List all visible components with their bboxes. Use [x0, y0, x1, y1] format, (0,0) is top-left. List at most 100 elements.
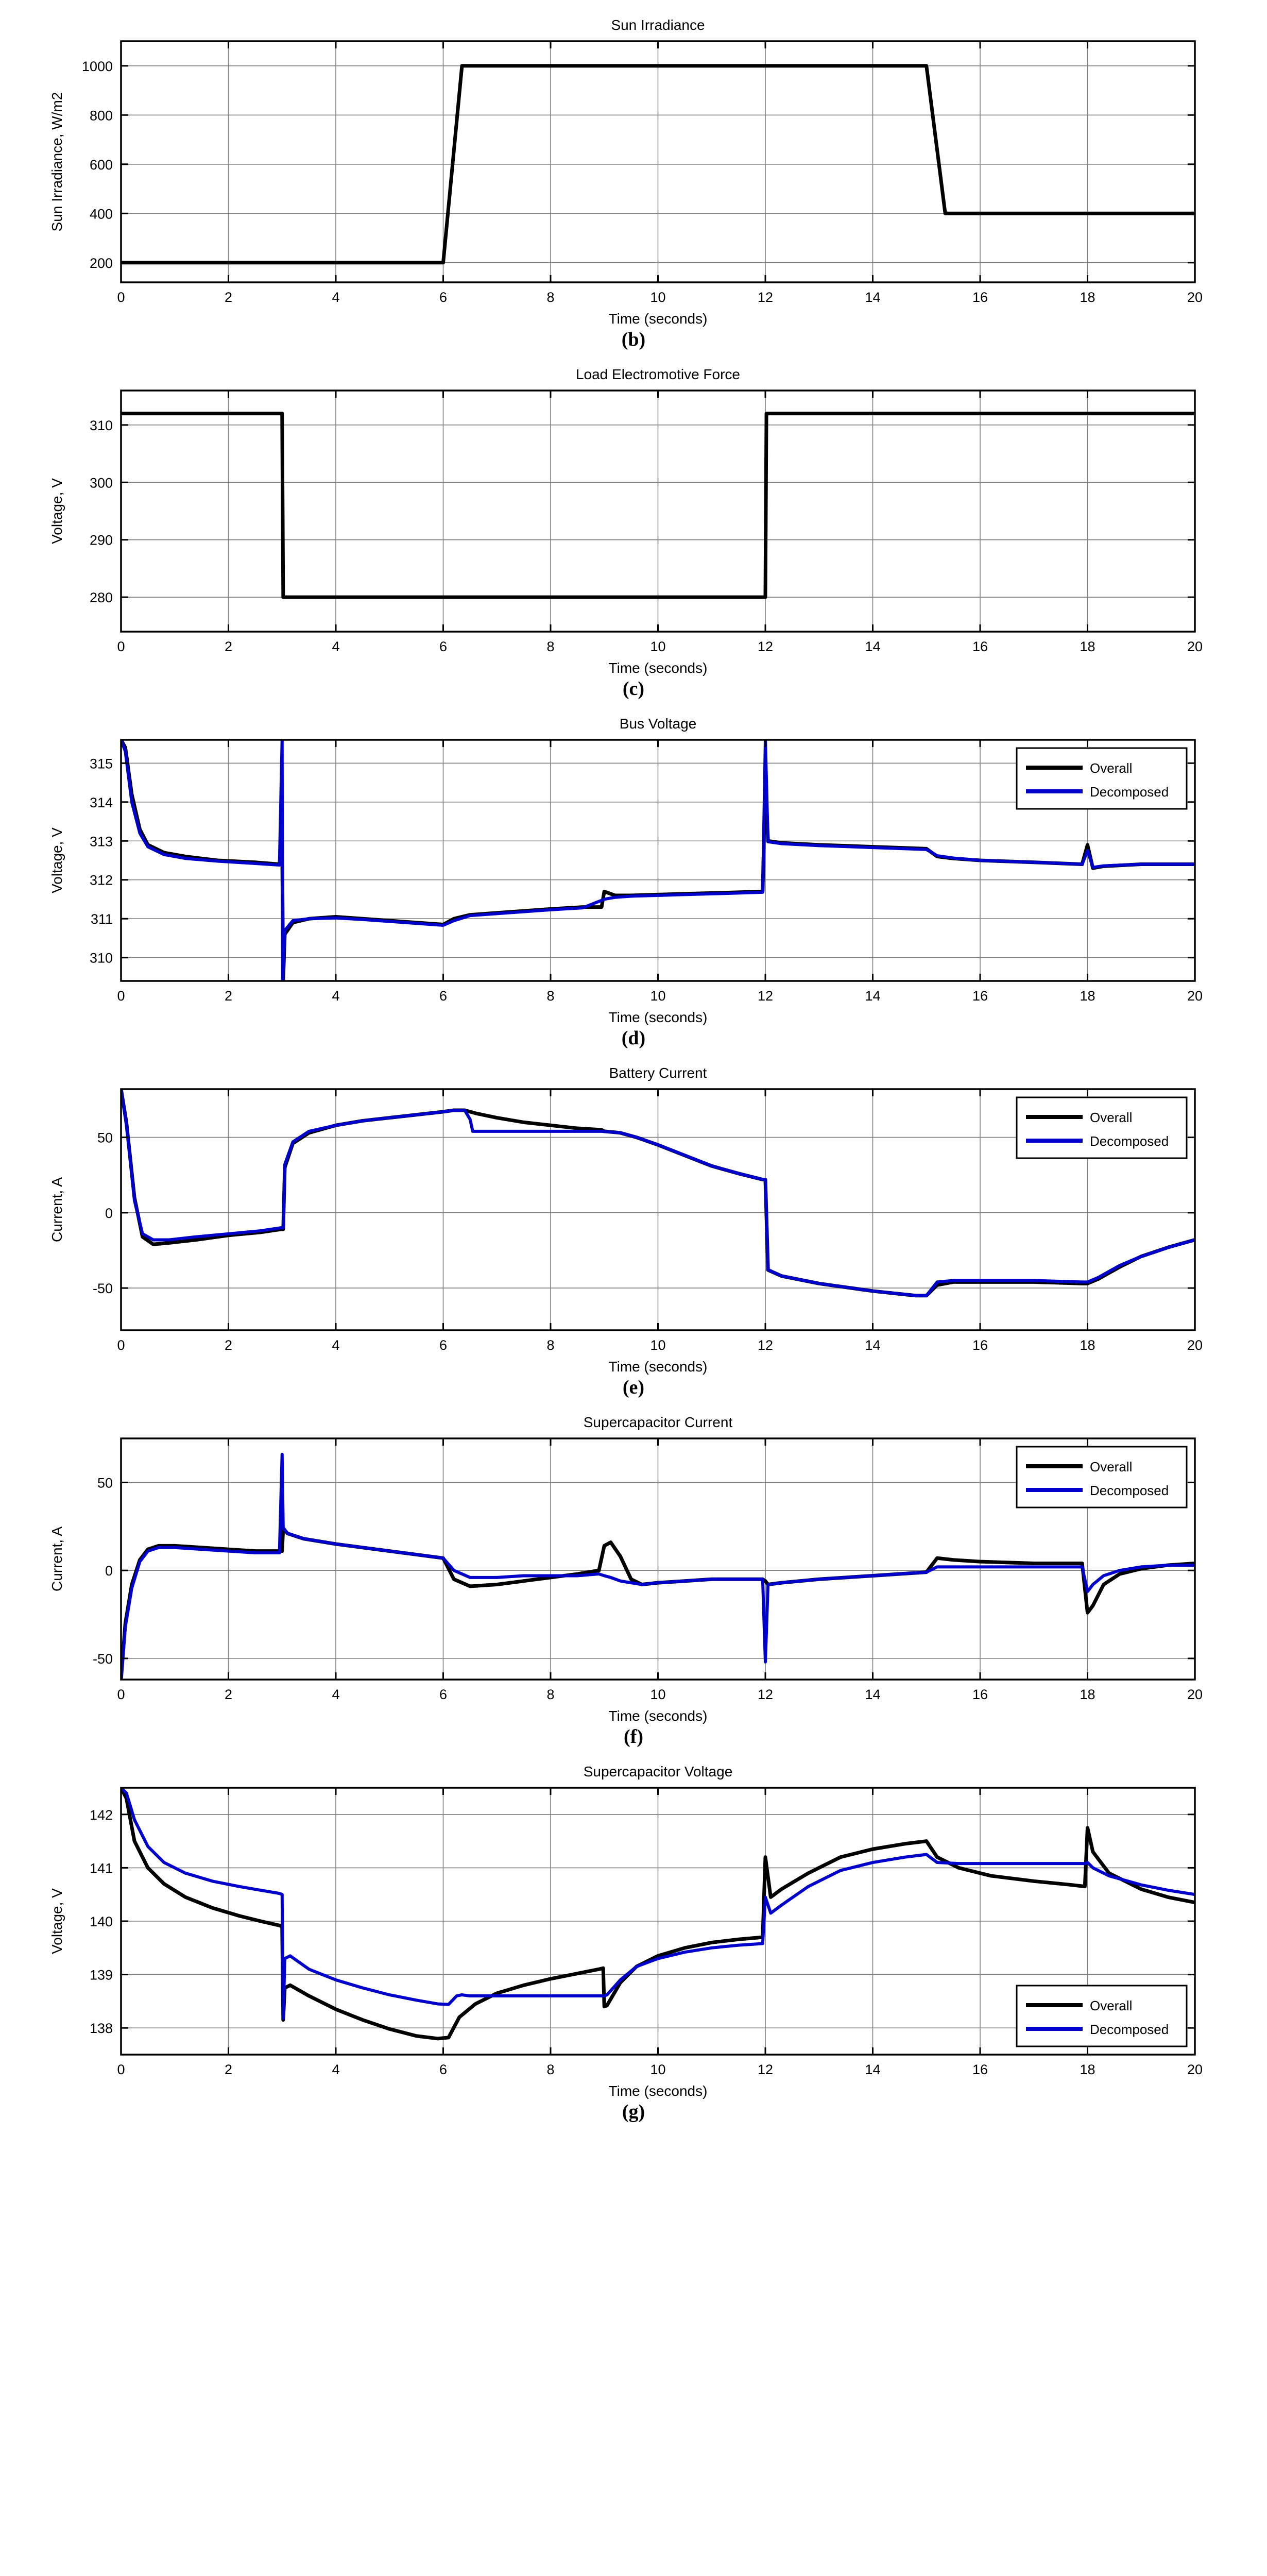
series-overall: [121, 1526, 1195, 1680]
y-tick-label: 400: [90, 206, 113, 222]
x-tick-label: 18: [1080, 290, 1095, 305]
x-tick-label: 12: [758, 1687, 773, 1702]
y-tick-label: 314: [90, 795, 113, 810]
y-tick-label: 200: [90, 256, 113, 271]
y-axis-title: Current, A: [49, 1527, 65, 1591]
grid: [121, 41, 1195, 282]
x-axis-title: Time (seconds): [609, 1009, 708, 1025]
series-overall: [121, 64, 1195, 265]
x-tick-label: 20: [1187, 1687, 1203, 1702]
x-tick-label: 14: [865, 2062, 880, 2077]
x-tick-label: 10: [650, 290, 665, 305]
x-tick-label: 10: [650, 2062, 665, 2077]
x-tick-label: 0: [117, 639, 125, 654]
x-tick-label: 0: [117, 1337, 125, 1353]
y-tick-label: 0: [105, 1206, 113, 1221]
y-tick-label: -50: [93, 1651, 113, 1667]
x-tick-label: 4: [332, 290, 339, 305]
chart-load-emf: Load Electromotive Force 280 290 300 310 0 2 4 6…: [0, 349, 1267, 679]
x-tick-label: 6: [439, 988, 447, 1004]
x-tick-label: 10: [650, 1687, 665, 1702]
x-tick-label: 18: [1080, 1337, 1095, 1353]
plot-title: Supercapacitor Voltage: [584, 1764, 733, 1780]
y-axis-title: Sun Irradiance, W/m2: [49, 92, 65, 232]
subfigure-f: Supercapacitor Current -50 0 50 0 2 4 6 8 10 12 14 1…: [0, 1397, 1267, 1747]
x-tick-label: 18: [1080, 1687, 1095, 1702]
chart-battery-current: Battery Current -50 0 50 0 2 4 6 8 10 12 14 16 18 20 Ti…: [0, 1048, 1267, 1378]
plot-title: Load Electromotive Force: [576, 366, 740, 382]
y-axis-title: Voltage, V: [49, 478, 65, 544]
x-tick-label: 2: [225, 290, 232, 305]
y-axis-title: Voltage, V: [49, 827, 65, 893]
x-tick-label: 6: [439, 2062, 447, 2077]
plot-title: Battery Current: [609, 1065, 707, 1081]
chart-supercapacitor-current: Supercapacitor Current -50 0 50 0 2 4 6 8 10 12 14 1…: [0, 1397, 1267, 1727]
plot-load-emf: Load Electromotive Force 280 290 300 310 0 2 4 6…: [49, 366, 1203, 676]
series-decomposed: [121, 740, 1195, 981]
x-tick-label: 4: [332, 2062, 339, 2077]
y-axis-title: Current, A: [49, 1177, 65, 1242]
subfigure-label-e: (e): [622, 1377, 645, 1398]
y-tick-label: 311: [91, 911, 113, 927]
series-decomposed: [121, 1788, 1195, 2020]
x-axis-title: Time (seconds): [609, 660, 708, 676]
x-tick-label: 20: [1187, 988, 1203, 1004]
x-tick-label: 0: [117, 988, 125, 1004]
x-tick-label: 2: [225, 1687, 232, 1702]
y-tick-label: 315: [90, 756, 113, 771]
x-tick-label: 12: [758, 2062, 773, 2077]
y-tick-label: 280: [90, 590, 113, 605]
x-tick-label: 16: [972, 2062, 988, 2077]
y-tick-label: 290: [90, 533, 113, 548]
y-tick-label: 310: [90, 951, 113, 966]
legend-label-decomposed: Decomposed: [1090, 1483, 1169, 1498]
x-tick-label: 4: [332, 988, 339, 1004]
x-tick-label: 10: [650, 639, 665, 654]
x-axis-title: Time (seconds): [609, 1359, 708, 1375]
x-tick-label: 8: [546, 1687, 554, 1702]
y-tick-label: 140: [90, 1914, 113, 1929]
chart-supercapacitor-voltage: Supercapacitor Voltage 138 139 140 141 142 0 2 4…: [0, 1747, 1267, 2102]
y-tick-label: 1000: [82, 59, 113, 74]
x-tick-label: 12: [758, 290, 773, 305]
x-tick-label: 2: [225, 1337, 232, 1353]
legend: Overall Decomposed: [1016, 747, 1188, 810]
x-tick-label: 8: [546, 2062, 554, 2077]
y-axis-title: Voltage, V: [49, 1888, 65, 1954]
y-tick-label: 313: [90, 834, 113, 849]
x-axis-title: Time (seconds): [609, 311, 708, 327]
x-tick-label: 0: [117, 1687, 125, 1702]
subfigure-b: Sun Irradiance 200 400 600 800 1000 0 2 4 6 8 10 12 1…: [0, 0, 1267, 349]
plot-sun-irradiance: Sun Irradiance 200 400 600 800 1000 0 2 4 6 8 10 12 1…: [49, 17, 1203, 327]
y-tick-label: 141: [90, 1860, 113, 1876]
x-tick-label: 16: [972, 988, 988, 1004]
x-tick-label: 0: [117, 2062, 125, 2077]
y-tick-label: 600: [90, 157, 113, 173]
series-decomposed: [121, 1089, 1195, 1297]
legend-label-overall: Overall: [1090, 1110, 1132, 1125]
subfigure-label-f: (f): [624, 1726, 643, 1748]
y-tick-label: 310: [90, 418, 113, 433]
x-axis-title: Time (seconds): [609, 1708, 708, 1724]
x-tick-label: 12: [758, 639, 773, 654]
subfigure-label-g: (g): [622, 2101, 645, 2123]
x-tick-label: 6: [439, 1337, 447, 1353]
x-tick-label: 6: [439, 639, 447, 654]
x-tick-label: 20: [1187, 290, 1203, 305]
x-tick-label: 12: [758, 988, 773, 1004]
x-tick-label: 14: [865, 1687, 880, 1702]
chart-sun-irradiance: Sun Irradiance 200 400 600 800 1000 0 2 4 6 8 10 12 1…: [0, 0, 1267, 330]
chart-bus-voltage: Bus Voltage 310 311 312 313 314 315 0 2 4 6 8 10 12 14…: [0, 699, 1267, 1028]
grid: [121, 1788, 1195, 2055]
series-decomposed: [121, 1452, 1195, 1680]
x-tick-label: 20: [1187, 2062, 1203, 2077]
x-tick-label: 8: [546, 290, 554, 305]
x-tick-label: 18: [1080, 639, 1095, 654]
y-tick-label: 0: [105, 1563, 113, 1579]
plot-battery-current: Battery Current -50 0 50 0 2 4 6 8 10 12 14 16 18 20 Ti…: [49, 1065, 1203, 1375]
legend: Overall Decomposed: [1016, 1446, 1188, 1509]
plot-title: Sun Irradiance: [611, 17, 705, 33]
x-tick-label: 10: [650, 988, 665, 1004]
x-tick-label: 4: [332, 639, 339, 654]
